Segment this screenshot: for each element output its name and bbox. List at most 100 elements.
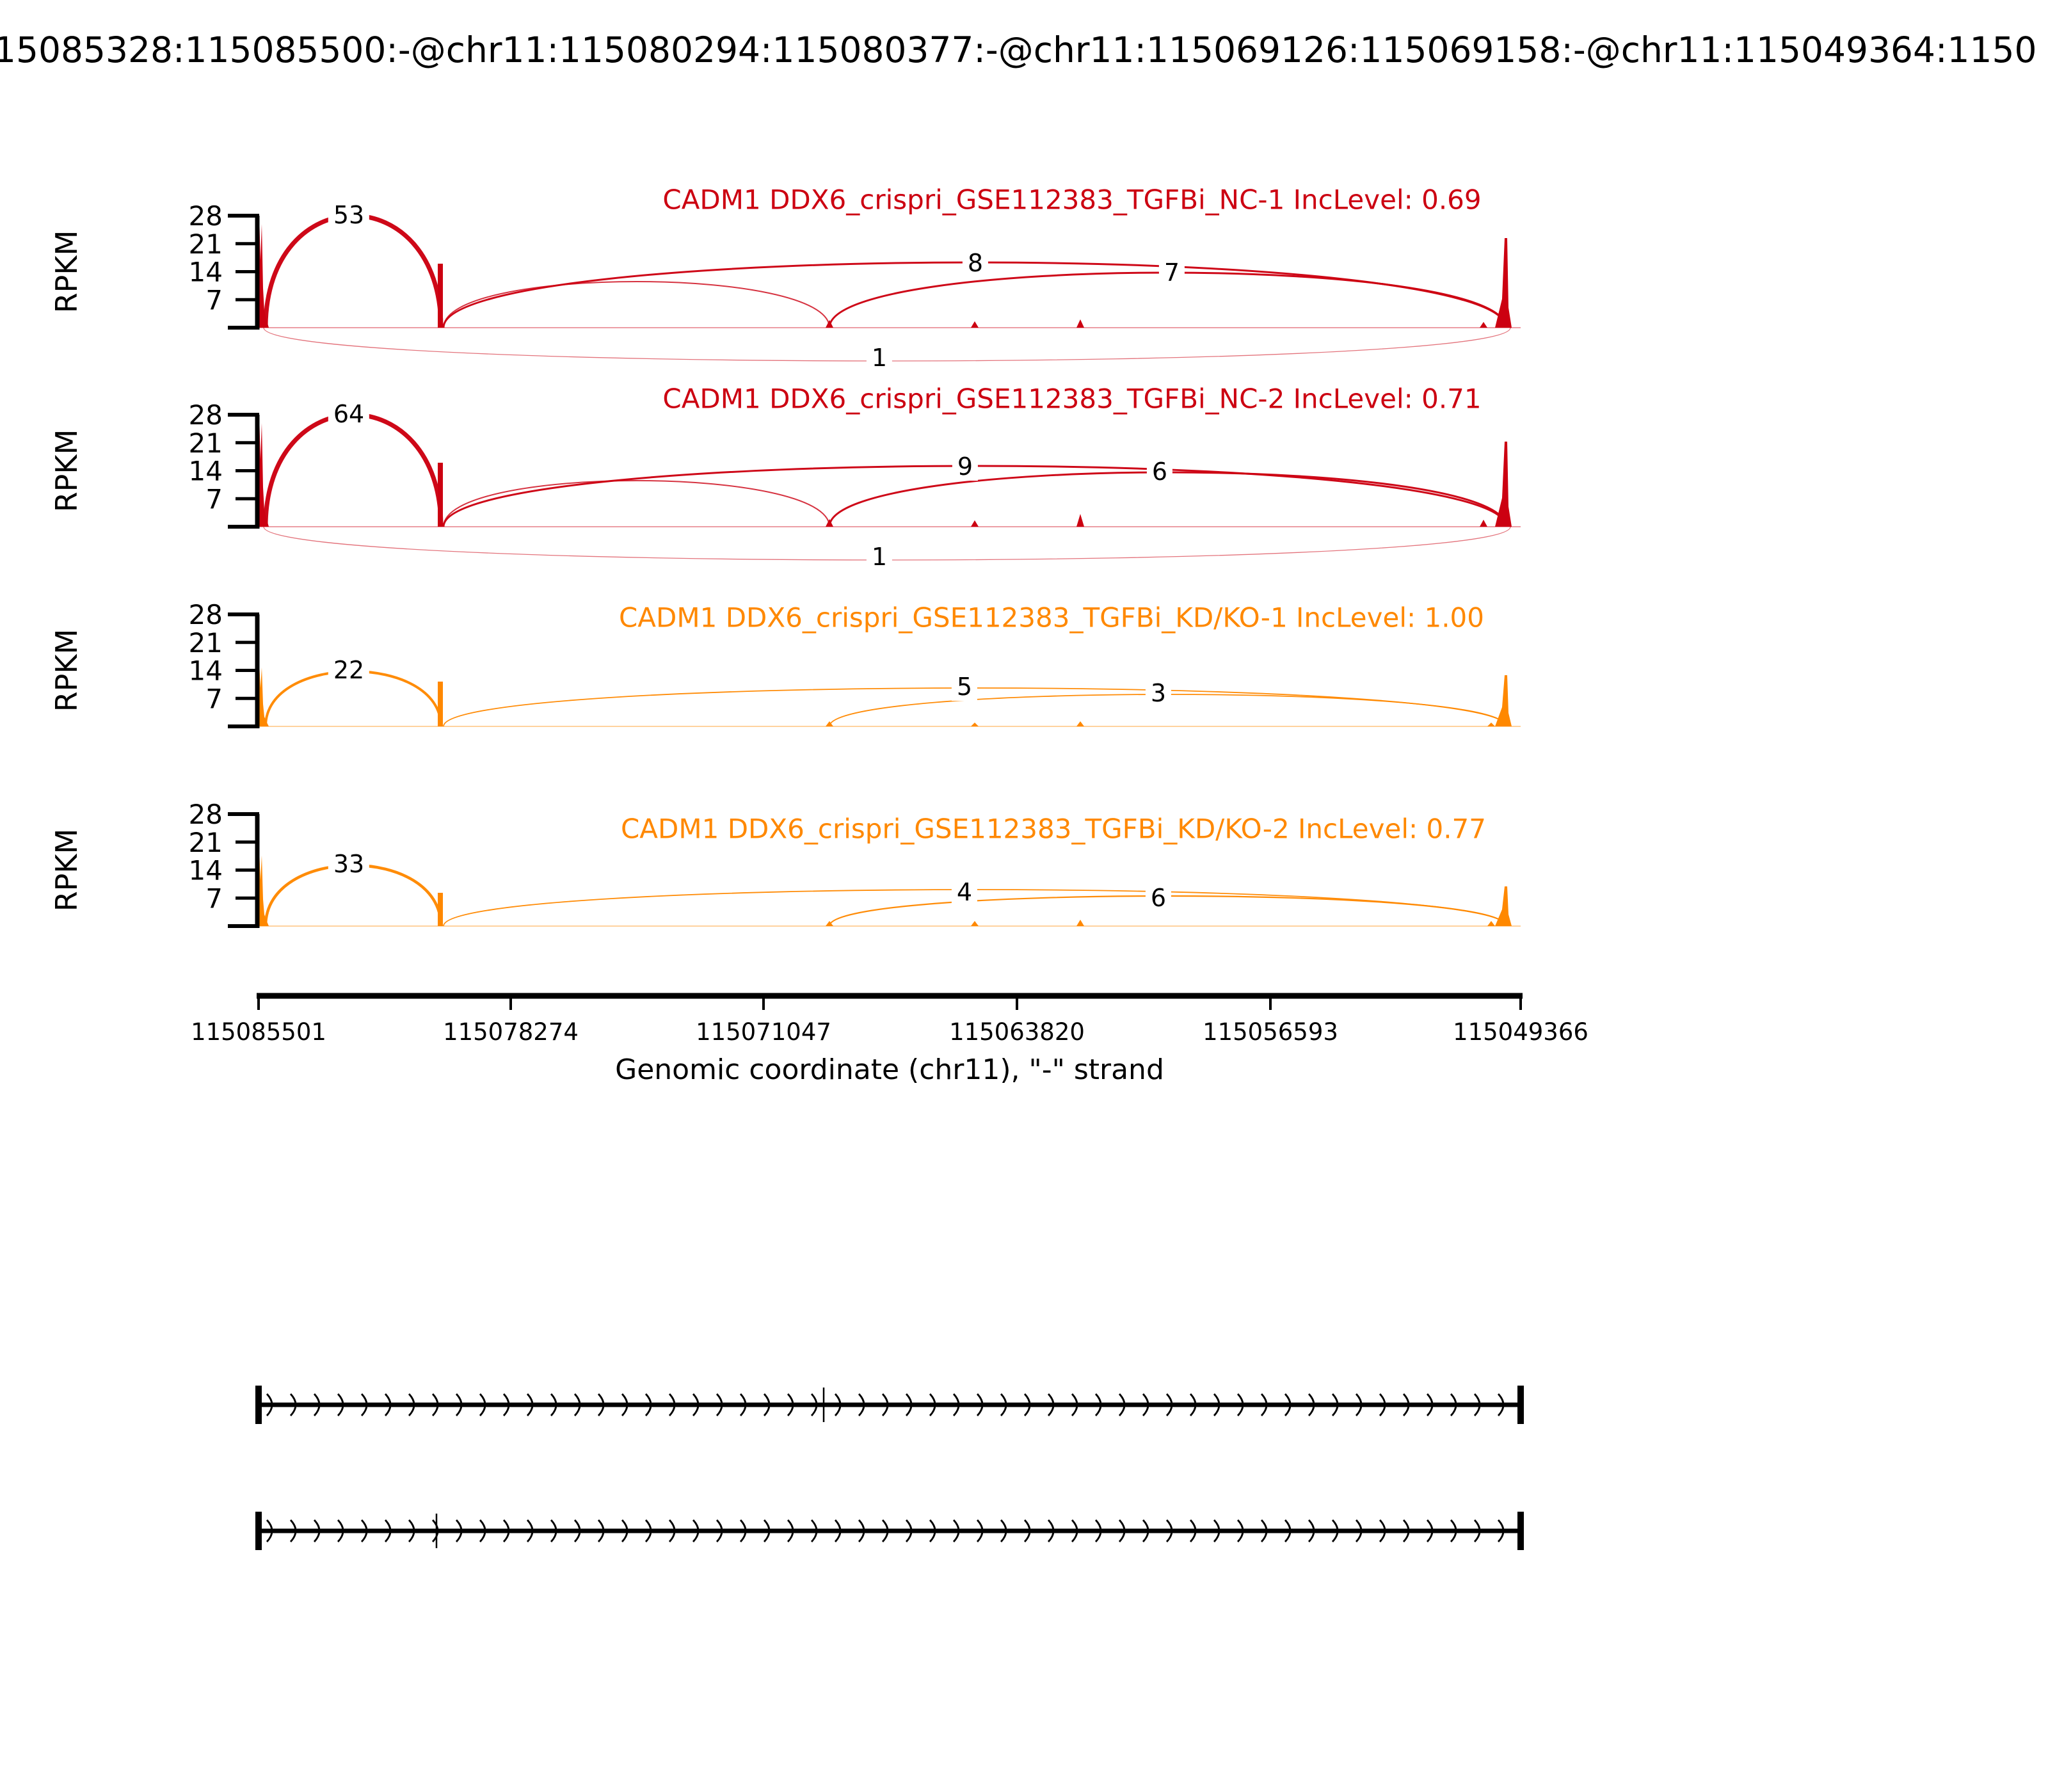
strand-direction-chevron: [502, 1393, 510, 1416]
junction-count-label: 53: [328, 202, 370, 229]
strand-direction-chevron: [929, 1393, 936, 1416]
genomic-axis-title: Genomic coordinate (chr11), "-" strand: [615, 1053, 1164, 1086]
coverage-bump: [1487, 723, 1495, 726]
strand-direction-chevron: [668, 1519, 676, 1542]
exon2-coverage: [438, 463, 443, 527]
strand-direction-chevron: [337, 1393, 344, 1416]
strand-direction-chevron: [360, 1519, 368, 1542]
strand-direction-chevron: [858, 1393, 865, 1416]
rpkm-tick-label: 14: [189, 257, 223, 288]
strand-direction-chevron: [1260, 1519, 1268, 1542]
exon2-coverage: [438, 264, 443, 328]
junction-count-label: 6: [1146, 458, 1173, 486]
strand-direction-chevron: [408, 1519, 415, 1542]
coverage-bump: [971, 321, 979, 328]
rpkm-axis-title: RPKM: [49, 629, 84, 712]
rpkm-tick-label: 28: [189, 599, 223, 630]
strand-direction-chevron: [455, 1519, 463, 1542]
genomic-axis-tick-label: 115071047: [696, 1018, 831, 1046]
strand-direction-chevron: [313, 1393, 321, 1416]
strand-direction-chevron: [644, 1519, 652, 1542]
strand-direction-chevron: [692, 1519, 700, 1542]
junction-count-label: 3: [1145, 680, 1172, 707]
exon3-coverage: [826, 519, 833, 527]
strand-direction-chevron: [692, 1393, 700, 1416]
strand-direction-chevron: [479, 1393, 486, 1416]
junction-arc: [263, 412, 444, 527]
strand-direction-chevron: [1236, 1393, 1244, 1416]
strand-direction-chevron: [668, 1393, 676, 1416]
rpkm-tick-label: 28: [189, 799, 223, 830]
rpkm-tick-label: 14: [189, 655, 223, 687]
coverage-bump: [826, 922, 833, 926]
rpkm-tick-label: 21: [189, 827, 223, 858]
rpkm-tick-label: 14: [189, 855, 223, 886]
strand-direction-chevron: [1047, 1519, 1055, 1542]
strand-direction-chevron: [1308, 1519, 1315, 1542]
strand-direction-chevron: [976, 1393, 984, 1416]
strand-direction-chevron: [1000, 1393, 1007, 1416]
genomic-axis-tick-label: 115063820: [949, 1018, 1085, 1046]
strand-direction-chevron: [621, 1519, 628, 1542]
strand-direction-chevron: [1142, 1519, 1149, 1542]
strand-direction-chevron: [1165, 1519, 1173, 1542]
genomic-axis-tick-label: 115085501: [191, 1018, 326, 1046]
junction-count-label: 5: [951, 673, 978, 701]
strand-direction-chevron: [526, 1393, 534, 1416]
rpkm-tick-label: 7: [205, 883, 223, 914]
exon4-coverage: [1495, 238, 1512, 328]
rpkm-tick-label: 7: [205, 683, 223, 714]
strand-direction-chevron: [810, 1393, 818, 1416]
strand-direction-chevron: [763, 1519, 771, 1542]
exon1-coverage: [258, 849, 269, 926]
strand-direction-chevron: [787, 1393, 794, 1416]
rpkm-tick-label: 28: [189, 399, 223, 431]
rpkm-tick-label: 21: [189, 428, 223, 459]
coverage-bump: [1076, 514, 1084, 527]
strand-direction-chevron: [834, 1393, 842, 1416]
exon3-coverage: [826, 721, 833, 726]
strand-direction-chevron: [1213, 1393, 1220, 1416]
strand-direction-chevron: [1426, 1519, 1434, 1542]
exon3-coverage: [826, 320, 833, 328]
strand-direction-chevron: [384, 1393, 392, 1416]
strand-direction-chevron: [739, 1393, 747, 1416]
strand-direction-chevron: [929, 1519, 936, 1542]
strand-direction-chevron: [1023, 1519, 1031, 1542]
track-title-kdko1: CADM1 DDX6_crispri_GSE112383_TGFBi_KD/KO…: [618, 602, 1485, 634]
genomic-axis-tick-label: 115049366: [1453, 1018, 1588, 1046]
junction-count-label: 33: [328, 851, 370, 878]
strand-direction-chevron: [1308, 1393, 1315, 1416]
junction-arc: [443, 480, 830, 527]
strand-direction-chevron: [881, 1519, 889, 1542]
strand-direction-chevron: [1355, 1519, 1363, 1542]
strand-direction-chevron: [1331, 1519, 1339, 1542]
track-title-nc1: CADM1 DDX6_crispri_GSE112383_TGFBi_NC-1 …: [662, 184, 1482, 216]
strand-direction-chevron: [834, 1519, 842, 1542]
strand-direction-chevron: [360, 1393, 368, 1416]
strand-direction-chevron: [787, 1519, 794, 1542]
strand-direction-chevron: [266, 1519, 273, 1542]
genomic-axis-tick-label: 115078274: [443, 1018, 579, 1046]
strand-direction-chevron: [408, 1393, 415, 1416]
strand-direction-chevron: [455, 1393, 463, 1416]
strand-direction-chevron: [1331, 1393, 1339, 1416]
strand-direction-chevron: [1165, 1393, 1173, 1416]
coverage-bump: [1480, 322, 1487, 328]
junction-count-label: 9: [952, 453, 979, 481]
rpkm-tick-label: 21: [189, 627, 223, 659]
junction-count-label: 4: [951, 879, 978, 906]
rpkm-tick-label: 14: [189, 456, 223, 487]
strand-direction-chevron: [1189, 1519, 1197, 1542]
junction-count-label: 1: [866, 543, 893, 571]
coverage-bump: [971, 520, 979, 527]
junction-count-label: 8: [962, 250, 989, 277]
strand-direction-chevron: [289, 1393, 297, 1416]
rpkm-axis-title: RPKM: [49, 230, 84, 314]
strand-direction-chevron: [1000, 1519, 1007, 1542]
strand-direction-chevron: [1497, 1393, 1505, 1416]
rpkm-axis-title: RPKM: [49, 829, 84, 912]
strand-direction-chevron: [313, 1519, 321, 1542]
strand-direction-chevron: [763, 1393, 771, 1416]
